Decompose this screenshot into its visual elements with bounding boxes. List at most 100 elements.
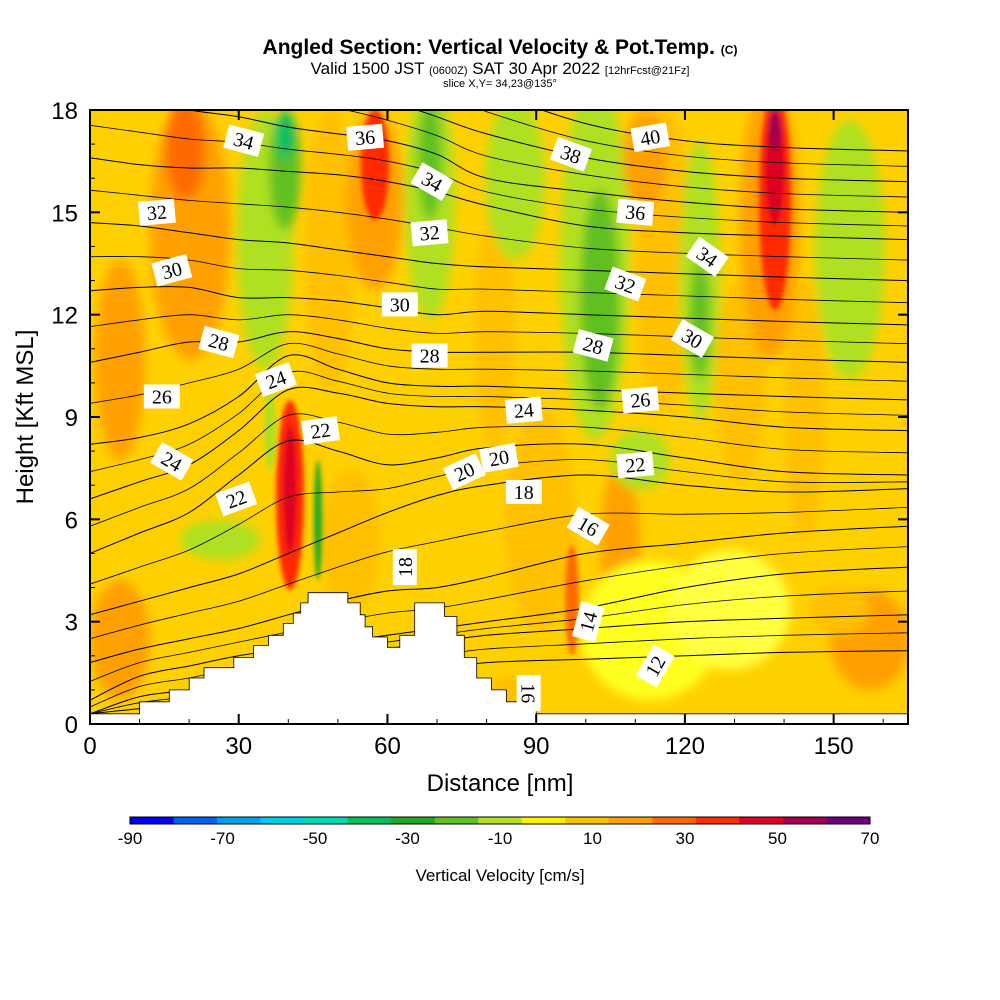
isentrope-32 <box>90 222 908 282</box>
x-tick-label: 120 <box>665 733 705 760</box>
contour-label-box <box>630 122 671 153</box>
y-tick-label: 6 <box>65 507 78 534</box>
colorbar-swatch <box>260 817 305 824</box>
colorbar-tick-label: -50 <box>303 829 328 848</box>
isentrope-minor <box>90 342 908 404</box>
contour-label: 18 <box>505 480 542 504</box>
contour-label: 28 <box>198 325 240 359</box>
isentrope-minor <box>90 370 908 472</box>
colorbar-tick-label: -90 <box>118 829 143 848</box>
isentrope-minor <box>480 110 908 167</box>
contour-label-box <box>621 386 660 414</box>
contour-label-text: 26 <box>629 389 651 413</box>
isentrope-18 <box>90 525 908 664</box>
contour-label: 32 <box>604 266 647 302</box>
chart-subtitle: Valid 1500 JST (0600Z) SAT 30 Apr 2022 [… <box>310 59 690 78</box>
isentrope-40 <box>540 110 908 152</box>
contour-label: 16 <box>516 675 541 712</box>
y-tick-label: 0 <box>65 712 78 739</box>
contour-label: 34 <box>223 124 265 157</box>
contour-label: 20 <box>479 442 519 473</box>
contour-label-box <box>572 329 614 362</box>
contour-label-box <box>381 292 418 317</box>
contour-label-box <box>151 254 193 287</box>
colorbar-swatch <box>826 817 871 824</box>
contour-label-box <box>504 396 543 424</box>
terrain-layer <box>90 592 908 724</box>
contour-label-text: 36 <box>354 126 376 150</box>
contour-label: 18 <box>392 549 417 586</box>
contour-label: 32 <box>410 219 449 247</box>
contour-label-text: 36 <box>624 201 646 225</box>
contour-label-box <box>137 198 176 226</box>
contour-label-box <box>198 325 240 359</box>
contour-label: 22 <box>616 451 655 479</box>
contour-label-box <box>604 266 647 302</box>
isentrope-22 <box>90 439 908 554</box>
colorbar-swatch <box>173 817 218 824</box>
colorbar-swatch <box>782 817 827 824</box>
y-tick-label: 18 <box>51 98 78 125</box>
y-axis-label: Height [Kft MSL] <box>12 330 39 505</box>
contour-label-text: 18 <box>395 557 417 577</box>
contour-label-box <box>442 453 486 491</box>
isentrope-minor <box>90 507 908 640</box>
contour-label: 26 <box>143 384 180 409</box>
contour-label-box <box>254 362 297 397</box>
contour-label: 28 <box>411 343 448 368</box>
y-tick-label: 15 <box>51 200 78 227</box>
terrain <box>90 592 908 724</box>
slice-label: slice X,Y= 34,23@135° <box>443 78 557 90</box>
contour-label-box <box>571 601 605 643</box>
contour-label-box <box>616 198 655 226</box>
contour-label-box <box>150 441 194 481</box>
y-tick-label: 3 <box>65 610 78 637</box>
isentrope-34 <box>90 157 908 241</box>
contour-label-box <box>410 219 449 247</box>
contour-label-text: 16 <box>517 683 539 703</box>
isentrope-minor <box>344 110 908 198</box>
isentrope-minor <box>90 314 908 345</box>
colorbar-swatch <box>217 817 262 824</box>
contour-label-box <box>223 124 265 157</box>
contour-label-box <box>616 451 655 479</box>
contour-label-box <box>516 675 541 712</box>
contour-label: 26 <box>621 386 660 414</box>
contour-label-text: 18 <box>514 482 534 504</box>
contour-label: 32 <box>137 198 176 226</box>
isentrope-20 <box>90 474 908 616</box>
colorbar-swatch <box>652 817 697 824</box>
colorbar-swatch <box>608 817 653 824</box>
colorbar-tick-label: -10 <box>488 829 513 848</box>
colorbar-swatch <box>695 817 740 824</box>
contour-label: 22 <box>301 416 340 445</box>
isentrope-minor <box>90 413 908 527</box>
contour-label-text: 32 <box>419 222 441 246</box>
contour-label-box <box>346 123 385 151</box>
y-tick-label: 9 <box>65 405 78 432</box>
colorbar-tick-label: 30 <box>676 829 695 848</box>
colorbar-swatch <box>304 817 349 824</box>
contour-label-box <box>392 549 417 586</box>
x-tick-label: 90 <box>523 733 550 760</box>
contour-label-text: 40 <box>639 126 663 151</box>
contour-label-box <box>670 319 714 358</box>
contour-label-box <box>411 343 448 368</box>
colorbar-swatch <box>391 817 436 824</box>
contour-label: 40 <box>630 122 671 153</box>
colorbar-tick-label: -30 <box>395 829 420 848</box>
contour-label: 28 <box>572 329 614 362</box>
contour-label: 36 <box>616 198 655 226</box>
colorbar-swatch <box>130 817 175 824</box>
contour-label-box <box>479 442 519 473</box>
contour-label-text: 28 <box>420 346 440 368</box>
contour-label-box <box>410 162 454 201</box>
contour-label-box <box>549 136 592 172</box>
contour-label-text: 24 <box>513 399 535 423</box>
contour-label: 30 <box>381 292 418 317</box>
contour-label-text: 20 <box>487 446 511 471</box>
contour-label: 24 <box>504 396 543 424</box>
